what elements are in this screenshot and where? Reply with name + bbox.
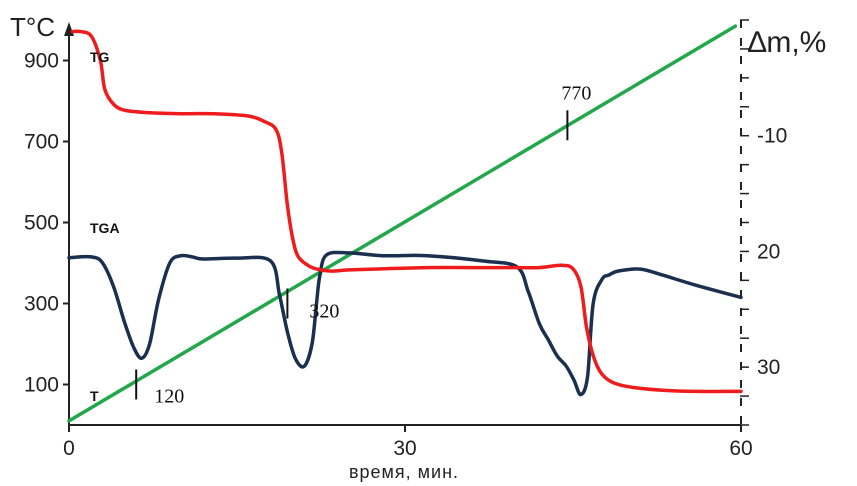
series-tg-line bbox=[70, 29, 743, 394]
x-tick-label: 0 bbox=[63, 437, 75, 460]
y-right-tick-label: 20 bbox=[757, 240, 780, 263]
temperature-marker-label: 770 bbox=[561, 82, 591, 104]
series-label-tg: TG bbox=[90, 49, 110, 65]
y-left-tick-label: 700 bbox=[24, 131, 59, 154]
series-label-tga: TGA bbox=[90, 220, 120, 236]
y-left-axis-title: T°C bbox=[10, 12, 55, 42]
temperature-marker-label: 320 bbox=[309, 301, 339, 323]
x-tick-label: 60 bbox=[729, 437, 752, 460]
y-right-axis-title: ∆m,% bbox=[748, 26, 826, 59]
chart-labels: T°C ∆m,% время, мин. bbox=[10, 12, 826, 482]
left-axis-arrow bbox=[64, 22, 74, 36]
temperature-markers: 120 320 770 bbox=[135, 82, 591, 408]
x-tick-label: 30 bbox=[393, 437, 416, 460]
series-tga-line bbox=[67, 250, 743, 397]
y-left-tick-label: 100 bbox=[24, 374, 59, 397]
y-right-tick-label: -10 bbox=[757, 125, 787, 148]
x-axis-title: время, мин. bbox=[349, 462, 459, 482]
y-right-tick-label: 30 bbox=[757, 356, 780, 379]
y-left-tick-label: 500 bbox=[24, 212, 59, 235]
y-left-tick-label: 900 bbox=[24, 50, 59, 73]
temperature-marker-label: 120 bbox=[154, 386, 184, 408]
curve-labels: TG TGA T bbox=[90, 49, 120, 404]
series-label-t: T bbox=[90, 388, 99, 404]
series-t-line bbox=[67, 24, 738, 423]
y-left-tick-label: 300 bbox=[24, 293, 59, 316]
chart-series bbox=[67, 24, 743, 423]
